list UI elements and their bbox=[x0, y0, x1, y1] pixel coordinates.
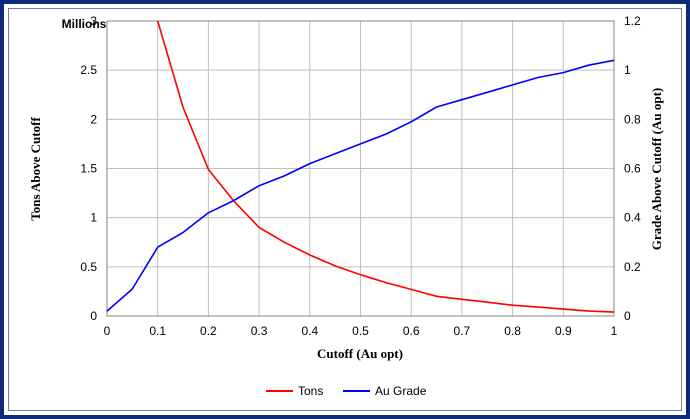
x-tick-label: 0.4 bbox=[301, 324, 318, 338]
y-tick-label: 2 bbox=[90, 112, 97, 126]
x-tick-labels: 0 0.1 0.2 0.3 0.4 0.5 0.6 0.7 0.8 0.9 1 bbox=[104, 324, 618, 338]
series-line-tons bbox=[156, 20, 615, 313]
x-tick-label: 0.7 bbox=[454, 324, 471, 338]
x-tick-label: 0.1 bbox=[149, 324, 166, 338]
series-line-au-grade bbox=[106, 59, 615, 312]
series-lines bbox=[106, 20, 615, 313]
y-tick-label: 0 bbox=[90, 309, 97, 323]
y2-tick-labels: 0 0.2 0.4 0.6 0.8 1 1.2 bbox=[624, 14, 641, 323]
y-tick-label: 1.5 bbox=[80, 162, 97, 176]
y2-axis-title: Grade Above Cutoff (Au opt) bbox=[649, 88, 664, 251]
x-tick-label: 0.5 bbox=[352, 324, 369, 338]
x-tick-label: 0.9 bbox=[555, 324, 572, 338]
legend: Tons Au Grade bbox=[266, 384, 427, 398]
x-tick-label: 0.2 bbox=[200, 324, 217, 338]
chart-frame-inner bbox=[8, 8, 682, 411]
y-tick-labels: 0 0.5 1 1.5 2 2.5 3 bbox=[80, 14, 97, 323]
legend-label: Au Grade bbox=[375, 384, 427, 398]
y-axis-title: Tons Above Cutoff bbox=[28, 117, 43, 221]
legend-label: Tons bbox=[298, 384, 323, 398]
x-tick-label: 0.6 bbox=[403, 324, 420, 338]
y2-tick-label: 0.4 bbox=[624, 211, 641, 225]
grid-lines bbox=[106, 20, 615, 317]
x-tick-label: 0.8 bbox=[504, 324, 521, 338]
y-tick-label: 3 bbox=[90, 14, 97, 28]
y-axis-unit-label: Millions bbox=[62, 17, 107, 31]
y-tick-label: 2.5 bbox=[80, 63, 97, 77]
x-tick-label: 0.3 bbox=[251, 324, 268, 338]
x-axis-title: Cutoff (Au opt) bbox=[317, 346, 403, 361]
y2-tick-label: 0 bbox=[624, 309, 631, 323]
y-tick-label: 1 bbox=[90, 211, 97, 225]
y2-tick-label: 0.2 bbox=[624, 260, 641, 274]
plot-area-border bbox=[106, 20, 615, 317]
x-tick-label: 1 bbox=[611, 324, 618, 338]
y2-tick-label: 0.8 bbox=[624, 112, 641, 126]
x-tick-label: 0 bbox=[104, 324, 111, 338]
y2-tick-label: 1.2 bbox=[624, 14, 641, 28]
y-tick-label: 0.5 bbox=[80, 260, 97, 274]
y2-tick-label: 0.6 bbox=[624, 162, 641, 176]
y2-tick-label: 1 bbox=[624, 63, 631, 77]
